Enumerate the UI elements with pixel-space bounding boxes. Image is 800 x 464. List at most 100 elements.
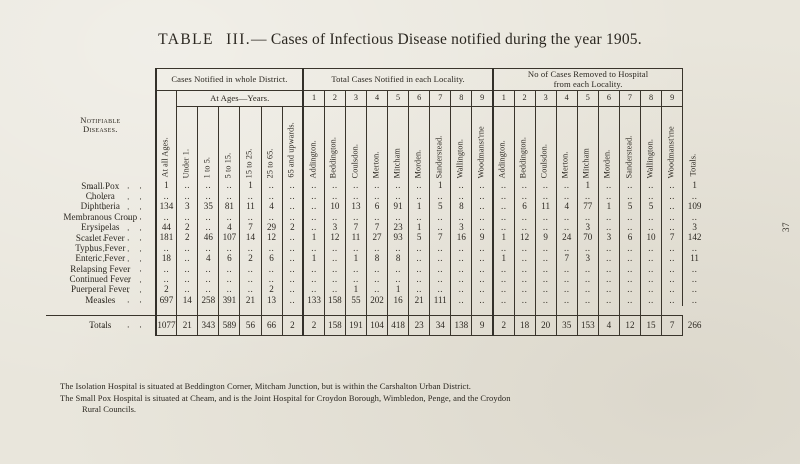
empty-marker: .. [416,273,422,284]
empty-marker: .. [458,273,465,284]
notified-cell: 202 [365,295,388,306]
totals-notified-cell: 34 [429,315,451,336]
notified-cell: .. [302,201,325,213]
hospital-cell: .. [618,243,641,254]
empty-marker: .. [585,273,591,284]
col-header-at-all-ages: At all Ages. [157,92,177,181]
district-cell: .. [197,190,219,202]
table-row: Puerperal Fever.. 2........ 2...... 1.. 1...… [46,284,706,296]
district-cell: 107 [218,233,240,244]
leader-dots: .. [127,284,152,295]
bottom-rule-cell [261,334,283,338]
totals-notified-cell: 158 [323,315,346,336]
hospital-cell: .. [639,285,662,296]
table-body: Small Pox.. .. 1...... 1................ 1.… [46,181,706,338]
empty-marker: .. [648,211,654,222]
empty-marker: .. [353,190,359,201]
empty-marker: .. [585,190,591,201]
cell-value: 3 [332,221,338,232]
district-cell: 391 [218,295,240,306]
disease-name-cell: Puerperal Fever.. [46,285,156,295]
row-total-cell: .. [682,274,706,285]
totals-separator-cell [639,305,662,316]
cell-value: 1 [353,253,359,264]
leader-dots: .. [127,263,152,274]
cell-value: 1 [416,221,422,232]
notified-cell: .. [302,222,325,233]
empty-marker: .. [289,284,296,295]
empty-marker: .. [606,211,612,222]
notified-cell: .. [408,273,430,285]
district-cell: .. [281,212,304,223]
hospital-cell: .. [576,243,599,254]
table-container: Notifiable Diseases. Cases Notified in w… [46,68,706,338]
cell-value: 11 [246,201,255,212]
totals-separator-stub [46,305,156,316]
bottom-rule-cell [619,334,641,338]
empty-marker: .. [205,190,212,201]
district-cell: .. [197,212,219,223]
notified-cell: .. [408,243,430,254]
cell-value: 2 [164,284,169,295]
notified-cell: .. [429,274,451,285]
hospital-cell: .. [639,222,662,233]
bottom-rule-cell [535,334,557,338]
hospital-cell: 24 [555,233,578,244]
cell-value: 6 [627,232,633,243]
cell-value: 13 [267,294,277,305]
hospital-cell: .. [491,212,515,223]
empty-marker: .. [247,190,254,201]
empty-marker: .. [289,294,296,305]
table-row: Measles.. .. 697 14 258 391 21 13.. 133 158 55 202… [46,294,706,306]
notified-cell: .. [365,285,388,296]
hospital-cell: 1 [597,202,620,213]
notified-cell: .. [471,253,493,265]
bottom-rule-cell [429,334,451,338]
empty-marker: .. [542,263,549,274]
notified-cell: 1 [408,221,430,233]
empty-marker: .. [184,242,191,253]
empty-marker: .. [648,294,654,305]
hospital-cell: .. [491,295,515,306]
hospital-cell: .. [491,202,515,213]
empty-marker: .. [184,263,191,274]
totals-separator-cell [576,305,599,316]
totals-separator-cell [176,305,198,316]
totals-separator-cell [154,305,177,316]
cell-value: 8 [374,253,380,264]
district-cell: 46 [197,233,219,244]
cell-value: 70 [583,232,593,243]
totals-header-cell: Totals. [682,68,706,181]
hospital-cell: .. [618,274,641,285]
hospital-cell: .. [555,181,578,192]
cell-value: 3 [459,221,464,232]
cell-value: 6 [374,201,380,212]
empty-marker: .. [184,273,191,284]
bottom-rule-cell [598,334,620,338]
hospital-number-n7: 7 [618,90,641,107]
hospital-cell: .. [534,243,557,254]
footnote-2: The Small Pox Hospital is situated at Ch… [60,392,511,403]
bottom-rule-cell [155,334,177,338]
row-total-cell: .. [682,191,706,202]
district-cell: .. [176,263,198,275]
notified-cell: .. [344,212,367,223]
table-row: Relapsing Fever.........................… [46,263,706,275]
table-row: Cholera.. ..............................… [46,190,706,202]
cell-value: 44 [161,221,171,232]
totals-separator-cell [555,305,578,316]
hospital-cell: 5 [618,202,641,213]
totals-separator-cell [661,305,683,316]
notified-cell: .. [450,264,472,275]
empty-marker: .. [374,273,380,284]
cell-value: 11 [351,232,361,243]
cell-value: 93 [393,232,403,243]
empty-marker: .. [311,201,317,212]
district-cell: .. [154,274,177,285]
footnote-1: The Isolation Hospital is situated at Be… [60,381,471,391]
district-cell: .. [197,243,219,254]
empty-marker: .. [226,284,233,295]
district-cell: 44 [154,221,177,233]
leader-dots: .. .. [90,180,152,191]
notified-cell: .. [429,285,451,296]
